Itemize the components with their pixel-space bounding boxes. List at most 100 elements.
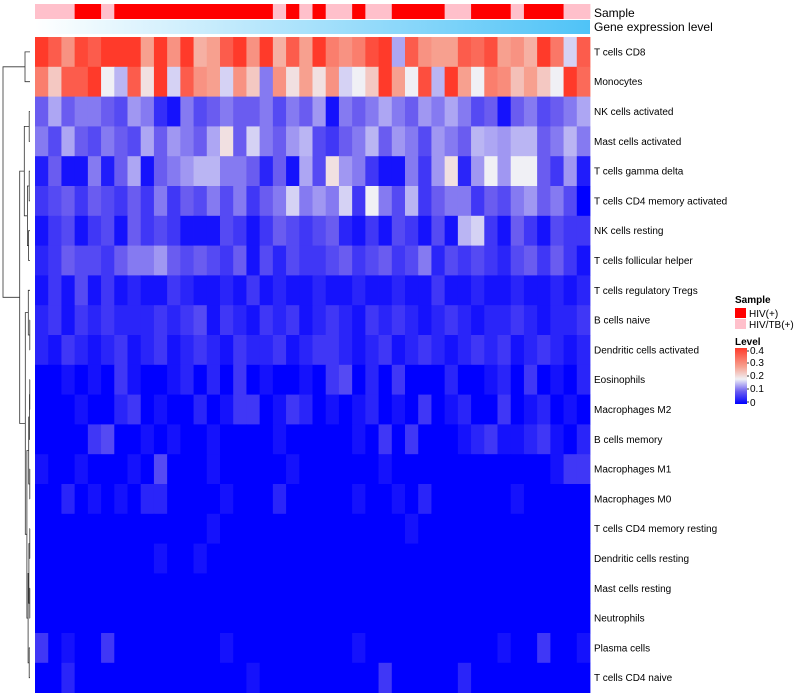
- heatmap-cell-r20-c35: [497, 633, 512, 664]
- heatmap-cell-r4-c38: [537, 156, 551, 187]
- heatmap-cell-r14-c8: [140, 454, 155, 485]
- heatmap-cell-r15-c12: [193, 484, 208, 515]
- heatmap-cell-r11-c28: [405, 364, 419, 395]
- heatmap-cell-r4-c22: [325, 156, 340, 187]
- sample-annotation-cell-38: [537, 4, 551, 19]
- heatmap-cell-r6-c38: [537, 215, 551, 246]
- heatmap-cell-r4-c24: [352, 156, 366, 187]
- heatmap-cell-r16-c41: [576, 513, 591, 544]
- heatmap-cell-r18-c38: [537, 573, 551, 604]
- heatmap-cell-r15-c37: [523, 484, 538, 515]
- heatmap-cell-r8-c5: [101, 275, 115, 306]
- heatmap-cell-r17-c16: [246, 543, 261, 574]
- heatmap-cell-r6-c10: [167, 215, 181, 246]
- dendrogram-branch-9: [28, 647, 30, 679]
- heatmap-cell-r20-c19: [286, 633, 300, 664]
- heatmap-cell-r17-c10: [167, 543, 181, 574]
- row-dendrogram: [2, 51, 31, 679]
- heatmap-cell-r0-c17: [259, 37, 274, 68]
- sample-annotation-cell-35: [497, 4, 512, 19]
- heatmap-cell-r16-c20: [299, 513, 313, 544]
- heatmap-cell-r1-c32: [457, 66, 472, 97]
- sample-annotation-cell-41: [576, 4, 591, 19]
- heatmap-cell-r6-c14: [220, 215, 234, 246]
- heatmap-cell-r17-c18: [272, 543, 287, 574]
- heatmap-cell-r9-c5: [101, 305, 115, 336]
- sample-annotation-cell-6: [114, 4, 128, 19]
- heatmap-cell-r16-c3: [74, 513, 89, 544]
- heatmap-cell-r14-c31: [444, 454, 459, 485]
- dendrogram-branch-6: [28, 170, 30, 202]
- heatmap-cell-r13-c10: [167, 424, 181, 455]
- heatmap-cell-r19-c4: [87, 603, 102, 634]
- heatmap-cell-r9-c24: [352, 305, 366, 336]
- heatmap-cell-r11-c14: [220, 364, 234, 395]
- heatmap-cell-r13-c12: [193, 424, 208, 455]
- heatmap-cell-r1-c30: [431, 66, 446, 97]
- heatmap-cell-r5-c36: [510, 186, 525, 217]
- heatmap-cell-r18-c29: [418, 573, 432, 604]
- heatmap-cell-r19-c8: [140, 603, 155, 634]
- heatmap-cell-r15-c19: [286, 484, 300, 515]
- heatmap-cell-r18-c5: [101, 573, 115, 604]
- heatmap-cell-r17-c27: [391, 543, 406, 574]
- heatmap-cell-r6-c37: [523, 215, 538, 246]
- heatmap-cell-r21-c29: [418, 662, 432, 693]
- heatmap-cell-r16-c32: [457, 513, 472, 544]
- heatmap-cell-r0-c15: [233, 37, 247, 68]
- heatmap-cell-r8-c0: [35, 275, 49, 306]
- heatmap-cell-r20-c20: [299, 633, 313, 664]
- heatmap-cell-r17-c4: [87, 543, 102, 574]
- heatmap-cell-r20-c22: [325, 633, 340, 664]
- heatmap-cell-r16-c25: [365, 513, 379, 544]
- heatmap-cell-r9-c19: [286, 305, 300, 336]
- heatmap-cell-r20-c36: [510, 633, 525, 664]
- heatmap-cell-r10-c28: [405, 335, 419, 366]
- heatmap-cell-r18-c9: [153, 573, 168, 604]
- heatmap-cell-r17-c33: [471, 543, 485, 574]
- heatmap-cell-r21-c31: [444, 662, 459, 693]
- heatmap-cell-r12-c8: [140, 394, 155, 425]
- heatmap-cell-r19-c30: [431, 603, 446, 634]
- heatmap-cell-r6-c6: [114, 215, 128, 246]
- heatmap-cell-r19-c28: [405, 603, 419, 634]
- heatmap-cell-r9-c8: [140, 305, 155, 336]
- heatmap-cell-r10-c6: [114, 335, 128, 366]
- heatmap-cell-r21-c33: [471, 662, 485, 693]
- row-label-21: T cells CD4 naive: [594, 673, 673, 684]
- heatmap-cell-r12-c27: [391, 394, 406, 425]
- heatmap-cell-r18-c23: [338, 573, 353, 604]
- heatmap-cell-r19-c11: [180, 603, 194, 634]
- sample-annotation-cell-0: [35, 4, 49, 19]
- heatmap-cell-r15-c30: [431, 484, 446, 515]
- heatmap-cell-r19-c24: [352, 603, 366, 634]
- heatmap-cell-r3-c16: [246, 126, 261, 157]
- heatmap-cell-r14-c19: [286, 454, 300, 485]
- heatmap-cell-r20-c18: [272, 633, 287, 664]
- heatmap-cell-r16-c7: [127, 513, 142, 544]
- dendrogram-branch-13: [28, 230, 30, 261]
- heatmap-cell-r21-c34: [484, 662, 498, 693]
- heatmap-cell-r18-c25: [365, 573, 379, 604]
- heatmap-cell-r5-c10: [167, 186, 181, 217]
- heatmap-cell-r16-c0: [35, 513, 49, 544]
- heatmap-cell-r1-c1: [48, 66, 62, 97]
- sample-annotation-cell-28: [405, 4, 419, 19]
- heatmap-cell-r6-c40: [563, 215, 578, 246]
- level-tick-0.4: 0.4: [750, 346, 764, 357]
- heatmap-cell-r20-c30: [431, 633, 446, 664]
- heatmap-cell-r6-c3: [74, 215, 89, 246]
- heatmap-cell-r9-c36: [510, 305, 525, 336]
- heatmap-cell-r20-c40: [563, 633, 578, 664]
- heatmap-cell-r13-c38: [537, 424, 551, 455]
- heatmap-cell-r16-c23: [338, 513, 353, 544]
- heatmap-cell-r20-c25: [365, 633, 379, 664]
- heatmap-cell-r12-c34: [484, 394, 498, 425]
- heatmap-cell-r18-c27: [391, 573, 406, 604]
- heatmap-cell-r19-c34: [484, 603, 498, 634]
- heatmap-cell-r7-c5: [101, 245, 115, 276]
- row-label-17: Dendritic cells resting: [594, 554, 689, 565]
- heatmap-cell-r6-c17: [259, 215, 274, 246]
- heatmap-cell-r19-c14: [220, 603, 234, 634]
- heatmap-cell-r5-c16: [246, 186, 261, 217]
